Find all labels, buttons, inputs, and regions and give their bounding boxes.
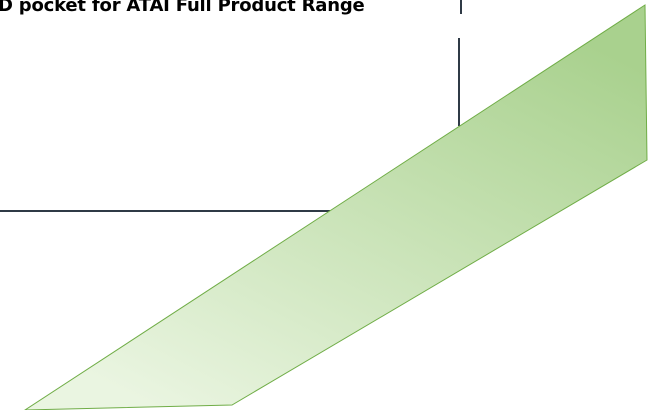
diagonal-arrow-band bbox=[24, 4, 648, 410]
diagram-title: D pocket for ATAI Full Product Range bbox=[0, 0, 365, 16]
